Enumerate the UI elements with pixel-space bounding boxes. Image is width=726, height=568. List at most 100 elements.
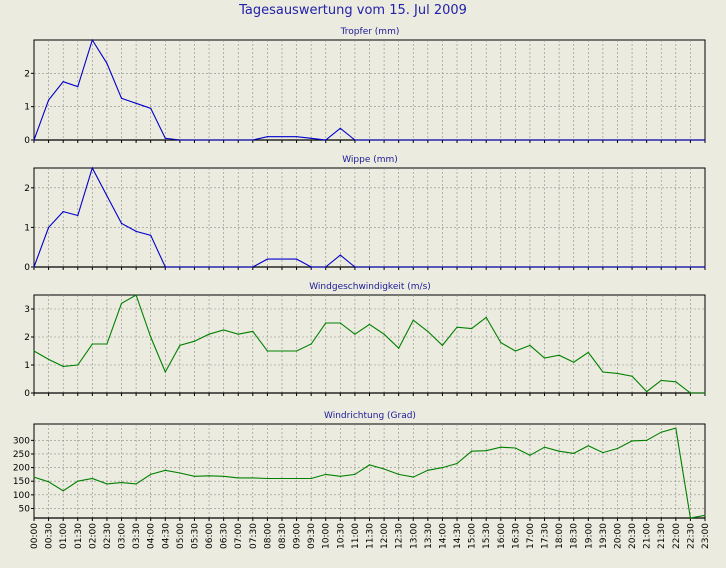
x-tick-label: 07:30 [249, 523, 259, 549]
data-point [310, 266, 312, 268]
data-point [223, 329, 225, 331]
data-point [62, 81, 64, 83]
data-point [266, 477, 268, 480]
data-point [573, 452, 575, 455]
plot-area [33, 423, 706, 519]
x-tick-label: 02:30 [103, 523, 113, 549]
x-tick-label: 09:30 [307, 523, 317, 549]
data-point [135, 294, 137, 296]
x-tick-label: 08:00 [263, 523, 273, 549]
data-point [164, 469, 166, 471]
data-point [427, 469, 429, 471]
data-point [631, 440, 633, 442]
data-point [106, 195, 108, 197]
data-point [150, 336, 152, 338]
data-point [368, 323, 371, 325]
data-point [529, 344, 531, 346]
data-point [120, 481, 123, 484]
data-point [120, 97, 123, 99]
x-tick-label: 00:00 [30, 523, 40, 549]
x-tick-label: 21:30 [657, 523, 667, 549]
data-point [543, 357, 546, 359]
data-point [325, 266, 327, 268]
data-point [412, 476, 414, 478]
x-tick-label: 14:00 [438, 523, 448, 549]
x-tick-label: 14:30 [453, 523, 463, 549]
data-point [660, 431, 662, 433]
x-tick-label: 03:00 [118, 523, 128, 549]
y-tick-label: 2 [24, 69, 30, 79]
data-point [295, 350, 298, 352]
data-point [179, 139, 181, 141]
x-tick-label: 13:30 [424, 523, 434, 549]
data-point [354, 473, 356, 476]
data-point [339, 322, 341, 324]
data-point [500, 446, 502, 448]
x-tick-label: 10:00 [322, 523, 332, 549]
data-point [295, 136, 298, 138]
data-point [675, 381, 677, 383]
y-tick-label: 50 [19, 504, 31, 514]
chart-panel-1: Tropfer (mm) 0 1 2 [24, 27, 706, 146]
chart-panel-2: Wippe (mm) 0 1 2 [24, 155, 706, 273]
data-point [325, 139, 327, 141]
data-point [310, 477, 312, 480]
data-point [77, 86, 79, 88]
x-tick-label: 15:30 [482, 523, 492, 549]
data-point [77, 480, 79, 482]
data-point [33, 476, 35, 478]
data-point [252, 139, 254, 141]
x-tick-label: 03:30 [132, 523, 142, 549]
x-tick-label: 09:00 [293, 523, 303, 549]
data-point [704, 392, 706, 394]
data-point [631, 375, 633, 377]
x-tick-label: 22:00 [672, 523, 682, 549]
data-point [325, 473, 327, 476]
data-point [91, 39, 93, 41]
data-point [62, 490, 64, 492]
data-point [266, 136, 268, 138]
data-point [33, 350, 35, 352]
main-title: Tagesauswertung vom 15. Jul 2009 [238, 3, 467, 18]
chart-panel-3: Windgeschwindigkeit (m/s) 0 1 2 3 [24, 282, 706, 399]
data-point [33, 266, 35, 268]
data-point [441, 466, 444, 469]
data-point [77, 364, 79, 366]
data-point [339, 254, 341, 256]
data-point [193, 475, 196, 477]
data-point [237, 477, 239, 479]
data-point [150, 234, 152, 236]
data-point [704, 139, 706, 141]
data-point [106, 62, 108, 64]
data-point [193, 340, 196, 342]
data-point [441, 344, 444, 346]
data-point [252, 477, 254, 479]
data-point [295, 477, 298, 480]
x-tick-label: 17:30 [541, 523, 551, 549]
data-point [164, 137, 166, 139]
data-point [383, 468, 385, 470]
x-tick-label: 19:00 [584, 523, 594, 549]
x-tick-label: 01:30 [74, 523, 84, 549]
y-tick-label: 0 [24, 263, 30, 273]
data-point [573, 361, 575, 363]
y-tick-label: 150 [13, 477, 30, 487]
data-point [660, 379, 662, 381]
y-tick-label: 1 [24, 103, 30, 113]
x-tick-label: 06:00 [205, 523, 215, 549]
data-point [646, 391, 648, 393]
x-tick-label: 02:00 [88, 523, 98, 549]
data-point [689, 517, 692, 519]
data-point [237, 333, 239, 335]
series-line-1 [33, 294, 705, 394]
data-point [150, 107, 152, 109]
data-point [223, 475, 225, 477]
data-point [164, 371, 166, 373]
data-point [91, 343, 93, 345]
data-point [616, 372, 619, 374]
x-tick-label: 16:00 [497, 523, 507, 549]
data-point [325, 322, 327, 324]
y-tick-label: 100 [13, 491, 30, 501]
data-point [91, 167, 93, 169]
